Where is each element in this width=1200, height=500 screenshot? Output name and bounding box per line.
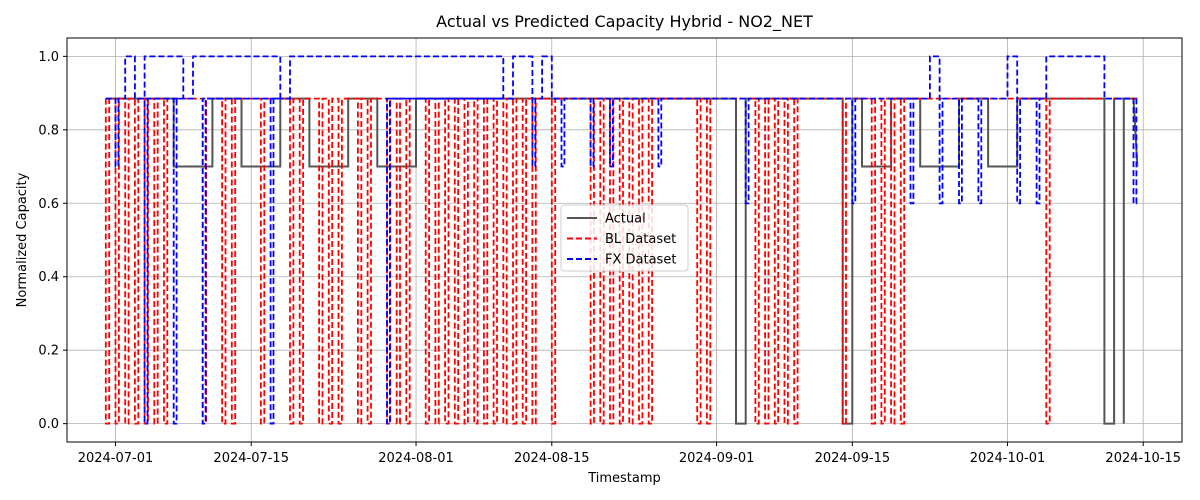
y-tick-label: 1.0 xyxy=(38,50,59,65)
chart-title: Actual vs Predicted Capacity Hybrid - NO… xyxy=(436,12,813,32)
series-fx-line xyxy=(105,55,1138,425)
legend: Actual BL Dataset FX Dataset xyxy=(560,204,689,272)
series-layer xyxy=(104,55,1139,425)
ticks: 2024-07-01 2024-07-15 2024-08-01 2024-08-15… xyxy=(38,50,1181,466)
y-tick-label: 0.2 xyxy=(38,344,59,359)
y-axis-label: Normalized Capacity xyxy=(15,172,30,307)
x-tick-label: 2024-08-15 xyxy=(514,451,590,466)
y-tick-label: 0.4 xyxy=(38,270,59,285)
legend-label: FX Dataset xyxy=(605,253,676,268)
y-tick-label: 0.0 xyxy=(38,417,59,432)
plot-frame xyxy=(66,37,1183,443)
x-tick-label: 2024-10-15 xyxy=(1105,451,1181,466)
legend-box xyxy=(560,204,689,272)
x-tick-label: 2024-09-15 xyxy=(815,451,891,466)
x-axis-label: Timestamp xyxy=(587,471,661,486)
x-tick-label: 2024-09-01 xyxy=(679,451,755,466)
legend-label: BL Dataset xyxy=(605,232,676,247)
x-tick-label: 2024-07-15 xyxy=(213,451,289,466)
x-tick-label: 2024-10-01 xyxy=(970,451,1046,466)
y-tick-label: 0.8 xyxy=(38,123,59,138)
x-tick-label: 2024-08-01 xyxy=(378,451,454,466)
legend-label: Actual xyxy=(605,212,646,227)
y-tick-label: 0.6 xyxy=(38,197,59,212)
series-actual-line xyxy=(105,97,1139,425)
x-tick-label: 2024-07-01 xyxy=(78,451,154,466)
